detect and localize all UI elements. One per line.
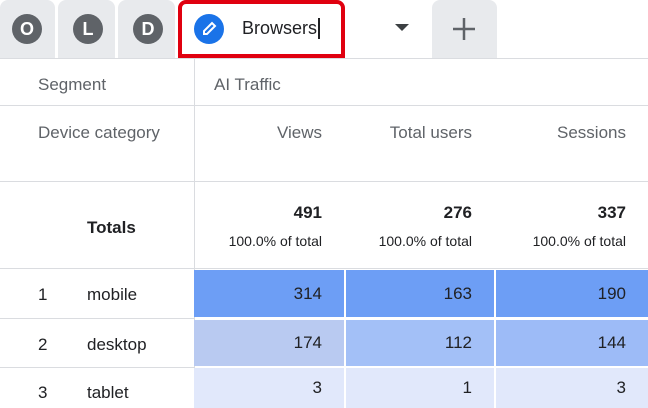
add-tab[interactable] bbox=[432, 0, 497, 58]
cell-value: 144 bbox=[597, 333, 626, 352]
column-header: Views bbox=[276, 123, 322, 142]
row-index: 2 bbox=[38, 335, 48, 354]
totals-label: Totals bbox=[87, 218, 136, 237]
tab-icon: D bbox=[133, 14, 163, 44]
column-divider bbox=[194, 58, 195, 408]
cell: 3 bbox=[496, 368, 648, 408]
cell: 190 bbox=[496, 270, 648, 317]
cell: 144 bbox=[496, 320, 648, 366]
segment-name: AI Traffic bbox=[214, 75, 281, 94]
column-header: Sessions bbox=[557, 123, 626, 142]
tab-name-input[interactable]: Browsers bbox=[242, 18, 321, 39]
row-divider bbox=[0, 268, 648, 269]
active-tab[interactable]: Browsers bbox=[178, 0, 428, 58]
row-divider bbox=[0, 105, 648, 106]
plus bbox=[453, 18, 475, 40]
row-label: mobile bbox=[87, 285, 138, 304]
row-index: 3 bbox=[38, 383, 48, 402]
divider bbox=[0, 58, 648, 59]
cell: 174 bbox=[194, 320, 344, 366]
total-share: 100.0% of total bbox=[378, 233, 472, 249]
row-divider bbox=[0, 181, 648, 182]
total-share: 100.0% of total bbox=[532, 233, 626, 249]
segment-label: Segment bbox=[38, 75, 107, 94]
tab[interactable]: D bbox=[118, 0, 175, 58]
cell: 1 bbox=[346, 368, 494, 408]
cell-value: 3 bbox=[312, 378, 322, 397]
row-divider bbox=[0, 318, 194, 319]
cell-value: 1 bbox=[462, 378, 472, 397]
total-value: 276 bbox=[443, 203, 472, 222]
cell: 163 bbox=[346, 270, 494, 317]
row-index: 1 bbox=[38, 285, 48, 304]
dimension-header: Device category bbox=[38, 123, 160, 142]
row-divider bbox=[0, 367, 194, 368]
dropdown-arrow[interactable] bbox=[394, 22, 410, 32]
cell-value: 163 bbox=[443, 283, 472, 303]
tab[interactable]: L bbox=[58, 0, 115, 58]
edit-icon bbox=[194, 14, 224, 44]
pencil bbox=[203, 21, 217, 35]
cell: 3 bbox=[194, 368, 344, 408]
total-share: 100.0% of total bbox=[228, 233, 322, 249]
row-label: tablet bbox=[87, 383, 129, 402]
cell-value: 112 bbox=[444, 333, 472, 352]
total-value: 337 bbox=[597, 203, 626, 222]
cell-value: 3 bbox=[616, 378, 626, 397]
cell: 112 bbox=[346, 320, 494, 366]
total-value: 491 bbox=[293, 203, 322, 222]
cell-value: 314 bbox=[293, 283, 322, 303]
column-header: Total users bbox=[389, 123, 472, 142]
cell-value: 174 bbox=[293, 333, 322, 352]
cell-value: 190 bbox=[597, 283, 626, 303]
highlight-box bbox=[178, 0, 345, 58]
cell: 314 bbox=[194, 270, 344, 317]
row-label: desktop bbox=[87, 335, 147, 354]
tab-icon: L bbox=[73, 14, 103, 44]
tab[interactable]: O bbox=[0, 0, 55, 58]
tab-icon: O bbox=[12, 14, 42, 44]
